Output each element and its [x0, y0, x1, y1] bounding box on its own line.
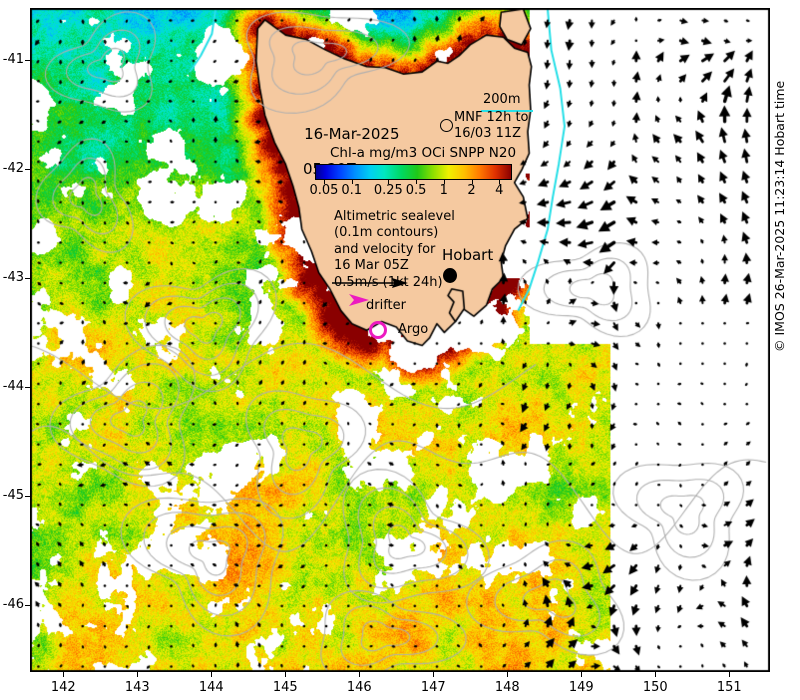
- y-tick-label: -46: [2, 596, 24, 612]
- y-tick: [25, 495, 30, 497]
- y-tick-label: -41: [2, 52, 24, 68]
- drifter-label: drifter: [366, 298, 406, 313]
- colorbar-tick: [323, 180, 325, 184]
- x-tick: [359, 672, 361, 677]
- y-tick: [25, 277, 30, 279]
- colorbar-tick: [416, 180, 418, 184]
- x-tick: [729, 672, 731, 677]
- x-tick-label: 151: [716, 680, 742, 695]
- colorbar-tick-label: 0.25: [373, 183, 403, 198]
- map-plot-area[interactable]: [30, 8, 770, 672]
- x-tick: [581, 672, 583, 677]
- date-stamp-line1: 16-Mar-2025: [304, 124, 400, 143]
- reference-velocity-arrow: [332, 278, 408, 288]
- mnf-label: MNF 12h to 16/03 11Z: [454, 110, 529, 143]
- argo-label: Argo: [398, 322, 429, 337]
- x-tick-label: 147: [420, 680, 446, 695]
- bathymetry-label: 200m: [483, 92, 521, 107]
- argo-marker: [369, 321, 387, 339]
- colorbar-tick: [499, 180, 501, 184]
- y-tick-label: -45: [2, 487, 24, 503]
- x-tick: [285, 672, 287, 677]
- x-tick: [137, 672, 139, 677]
- mnf-line1: MNF 12h to: [454, 110, 529, 125]
- y-tick: [25, 386, 30, 388]
- chlorophyll-map-canvas: [31, 9, 769, 671]
- bathymetry-contour-swatch: [481, 110, 533, 112]
- x-tick-label: 145: [272, 680, 298, 695]
- x-tick-label: 149: [568, 680, 594, 695]
- x-tick: [433, 672, 435, 677]
- y-tick-label: -44: [2, 378, 24, 394]
- colorbar-tick-label: 0.1: [341, 183, 362, 198]
- colorbar-tick-label: 0.05: [309, 183, 339, 198]
- colorbar-tick: [471, 180, 473, 184]
- drifter-marker: [349, 294, 369, 306]
- hobart-marker: [443, 268, 457, 283]
- colorbar-title: Chl-a mg/m3 OCi SNPP N20: [330, 145, 517, 161]
- credit-text: © IMOS 26-Mar-2025 11:23:14 Hobart time: [772, 80, 787, 352]
- velocity-annotation: Altimetric sealevel (0.1m contours) and …: [334, 209, 455, 290]
- x-tick: [211, 672, 213, 677]
- y-tick: [25, 604, 30, 606]
- mnf-line2: 16/03 11Z: [454, 126, 522, 142]
- colorbar-tick-label: 1: [439, 183, 448, 198]
- mnf-station-icon: [440, 119, 453, 132]
- colorbar-tick-label: 4: [495, 183, 504, 198]
- x-tick-label: 148: [494, 680, 520, 695]
- x-tick: [63, 672, 65, 677]
- colorbar-tick: [388, 180, 390, 184]
- x-tick-label: 146: [346, 680, 372, 695]
- hobart-label: Hobart: [442, 246, 494, 264]
- y-tick: [25, 60, 30, 62]
- colorbar: [315, 164, 512, 180]
- x-tick-label: 150: [642, 680, 668, 695]
- y-tick: [25, 169, 30, 171]
- y-tick-label: -42: [2, 161, 24, 177]
- x-tick: [655, 672, 657, 677]
- colorbar-tick-label: 2: [467, 183, 476, 198]
- x-tick-label: 142: [50, 680, 76, 695]
- colorbar-tick: [443, 180, 445, 184]
- colorbar-tick: [351, 180, 353, 184]
- x-tick-label: 143: [124, 680, 150, 695]
- colorbar-tick-label: 0.5: [405, 183, 427, 198]
- x-tick-label: 144: [198, 680, 224, 695]
- x-tick: [507, 672, 509, 677]
- y-tick-label: -43: [2, 269, 24, 285]
